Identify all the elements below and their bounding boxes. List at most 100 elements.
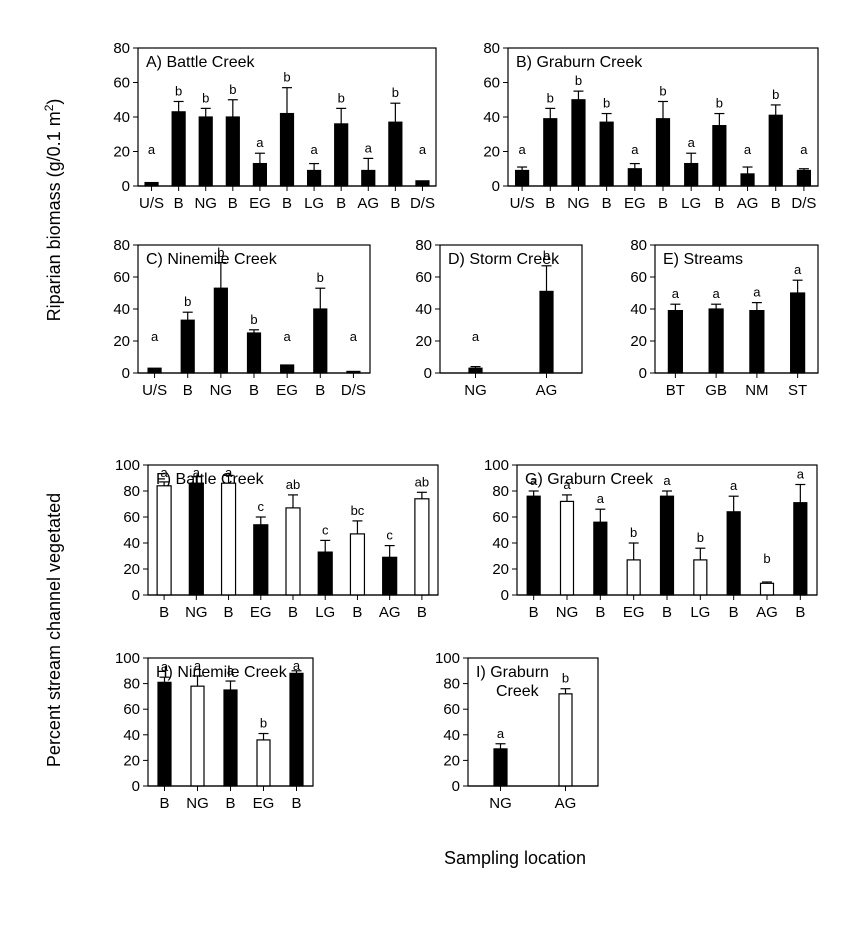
x-tick-label: AG xyxy=(737,195,759,212)
y-tick-label: 80 xyxy=(113,237,130,254)
x-tick-label: NM xyxy=(745,382,768,399)
significance-letter: a xyxy=(419,142,427,157)
bar-b xyxy=(659,495,675,596)
y-tick-label: 80 xyxy=(443,676,460,693)
bar-bt xyxy=(667,310,683,374)
y-tick-label: 100 xyxy=(435,650,460,667)
y-tick-label: 40 xyxy=(415,301,432,318)
bar-b xyxy=(388,121,403,187)
significance-letter: a xyxy=(631,142,639,157)
y-tick-label: 100 xyxy=(484,457,509,474)
y-tick-label: 0 xyxy=(132,778,140,795)
significance-letter: a xyxy=(744,142,752,157)
y-tick-label: 80 xyxy=(123,676,140,693)
y-tick-label: 20 xyxy=(123,561,140,578)
x-tick-label: B xyxy=(159,795,169,812)
x-tick-label: EG xyxy=(623,604,645,621)
significance-letter: a xyxy=(193,465,201,480)
bar-ds xyxy=(796,169,812,187)
bar-b xyxy=(171,111,186,187)
x-tick-label: AG xyxy=(357,195,379,212)
significance-letter: a xyxy=(497,726,505,741)
y-tick-label: 60 xyxy=(123,701,140,718)
y-tick-label: 60 xyxy=(483,75,500,92)
significance-letter: b xyxy=(630,525,637,540)
y-tick-label: 0 xyxy=(132,587,140,604)
bar-eg xyxy=(280,364,295,374)
x-tick-label: U/S xyxy=(139,195,164,212)
bar-b xyxy=(599,121,614,187)
significance-letter: b xyxy=(260,716,267,731)
significance-letter: a xyxy=(672,286,680,301)
x-tick-label: U/S xyxy=(510,195,535,212)
y-tick-label: 20 xyxy=(443,752,460,769)
panel-C: 0 20 40 60 80 C) Ninemile Creek a U/S b Bb NG b Ba EG… xyxy=(113,237,371,399)
x-tick-label: B xyxy=(658,195,668,212)
y-axis-label-percent: Percent stream channel vegetated xyxy=(44,493,64,767)
panel-title-line2: Creek xyxy=(496,683,540,700)
x-tick-label: NG xyxy=(567,195,590,212)
significance-letter: a xyxy=(310,142,318,157)
x-tick-label: B xyxy=(417,604,427,621)
significance-letter: b xyxy=(603,96,610,111)
x-tick-label: AG xyxy=(536,382,558,399)
bar-ag xyxy=(382,556,398,596)
panel-title: D) Storm Creek xyxy=(448,251,560,268)
bar-lg xyxy=(684,162,699,187)
bar-b xyxy=(349,533,366,596)
bar-eg xyxy=(256,739,271,787)
bar-b xyxy=(220,482,237,596)
bar-ag xyxy=(361,169,376,187)
panel-title: E) Streams xyxy=(663,251,743,268)
x-tick-label: U/S xyxy=(142,382,167,399)
significance-letter: a xyxy=(284,329,292,344)
significance-letter: a xyxy=(794,262,802,277)
x-tick-label: GB xyxy=(705,382,727,399)
significance-letter: a xyxy=(161,659,169,674)
x-tick-label: AG xyxy=(756,604,778,621)
significance-letter: b xyxy=(659,83,666,98)
panel-title: B) Graburn Creek xyxy=(516,54,643,71)
significance-letter: a xyxy=(225,465,233,480)
x-tick-label: B xyxy=(288,604,298,621)
x-tick-label: B xyxy=(352,604,362,621)
bar-ag xyxy=(558,693,573,787)
y-tick-label: 20 xyxy=(415,333,432,350)
x-tick-label: EG xyxy=(276,382,298,399)
x-tick-label: EG xyxy=(624,195,646,212)
significance-letter: b xyxy=(392,85,399,100)
y-tick-label: 0 xyxy=(122,365,130,382)
bar-st xyxy=(790,292,806,374)
x-tick-label: EG xyxy=(250,604,272,621)
significance-letter: a xyxy=(597,491,605,506)
significance-letter: b xyxy=(772,87,779,102)
significance-letter: a xyxy=(713,286,721,301)
significance-letter: b xyxy=(697,530,704,545)
bar-b xyxy=(655,118,671,187)
bar-ng xyxy=(188,482,204,596)
x-tick-label: BT xyxy=(666,382,685,399)
bar-b xyxy=(285,507,301,596)
y-tick-label: 80 xyxy=(415,237,432,254)
bar-us xyxy=(514,169,530,187)
significance-letter: a xyxy=(730,478,738,493)
bar-nm xyxy=(749,310,765,374)
x-tick-label: LG xyxy=(304,195,324,212)
bar-b xyxy=(246,332,262,374)
bar-ng xyxy=(559,500,575,596)
x-tick-label: LG xyxy=(690,604,710,621)
bar-ng xyxy=(198,116,213,187)
x-tick-label: EG xyxy=(249,195,271,212)
x-tick-label: D/S xyxy=(410,195,435,212)
bar-ng xyxy=(571,99,586,187)
bar-ag xyxy=(539,290,554,374)
significance-letter: a xyxy=(518,142,526,157)
significance-letter: b xyxy=(547,90,554,105)
bar-ag xyxy=(740,173,755,187)
x-tick-label: NG xyxy=(556,604,579,621)
x-tick-label: B xyxy=(291,795,301,812)
x-tick-label: B xyxy=(390,195,400,212)
